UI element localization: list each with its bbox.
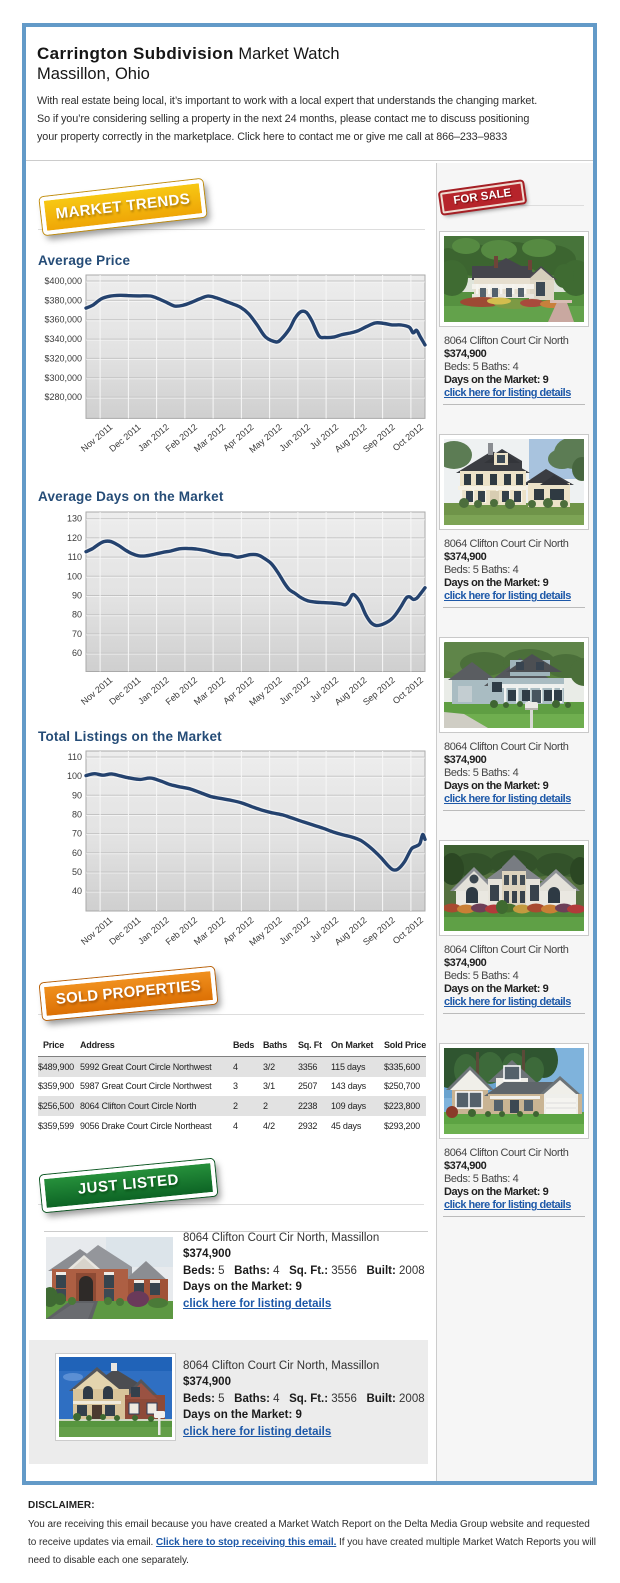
svg-text:110: 110 bbox=[68, 552, 82, 562]
svg-text:Mar 2012: Mar 2012 bbox=[192, 675, 228, 707]
svg-text:Jun 2012: Jun 2012 bbox=[277, 422, 312, 453]
svg-text:Dec 2011: Dec 2011 bbox=[107, 422, 142, 454]
svg-text:Mar 2012: Mar 2012 bbox=[192, 915, 228, 947]
svg-text:Mar 2012: Mar 2012 bbox=[192, 422, 228, 454]
svg-text:$400,000: $400,000 bbox=[44, 276, 82, 286]
svg-text:Dec 2011: Dec 2011 bbox=[107, 915, 142, 947]
svg-text:$280,000: $280,000 bbox=[44, 392, 82, 402]
svg-text:Dec 2011: Dec 2011 bbox=[107, 675, 142, 707]
svg-text:60: 60 bbox=[72, 848, 82, 858]
svg-text:70: 70 bbox=[72, 829, 82, 839]
svg-text:120: 120 bbox=[67, 533, 82, 543]
svg-text:100: 100 bbox=[67, 771, 82, 781]
svg-text:$360,000: $360,000 bbox=[44, 315, 82, 325]
svg-text:Oct 2012: Oct 2012 bbox=[391, 915, 425, 946]
svg-text:$320,000: $320,000 bbox=[44, 353, 82, 363]
svg-text:Jun 2012: Jun 2012 bbox=[277, 675, 312, 706]
svg-text:110: 110 bbox=[68, 752, 82, 762]
svg-text:$380,000: $380,000 bbox=[44, 295, 82, 305]
svg-text:$300,000: $300,000 bbox=[44, 373, 82, 383]
svg-text:90: 90 bbox=[72, 591, 82, 601]
svg-text:130: 130 bbox=[67, 514, 82, 524]
svg-text:60: 60 bbox=[72, 648, 82, 658]
svg-text:Oct 2012: Oct 2012 bbox=[391, 422, 425, 453]
svg-text:100: 100 bbox=[67, 571, 82, 581]
svg-text:50: 50 bbox=[72, 867, 82, 877]
svg-text:80: 80 bbox=[72, 810, 82, 820]
svg-text:Oct 2012: Oct 2012 bbox=[391, 675, 425, 706]
svg-text:40: 40 bbox=[72, 886, 82, 896]
svg-text:Jun 2012: Jun 2012 bbox=[277, 915, 312, 946]
svg-text:70: 70 bbox=[72, 629, 82, 639]
svg-text:90: 90 bbox=[72, 790, 82, 800]
svg-text:80: 80 bbox=[72, 610, 82, 620]
svg-text:$340,000: $340,000 bbox=[44, 334, 82, 344]
